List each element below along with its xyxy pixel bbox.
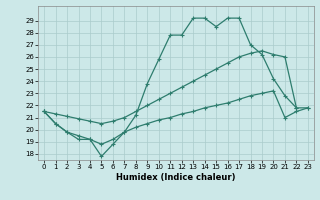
X-axis label: Humidex (Indice chaleur): Humidex (Indice chaleur) bbox=[116, 173, 236, 182]
